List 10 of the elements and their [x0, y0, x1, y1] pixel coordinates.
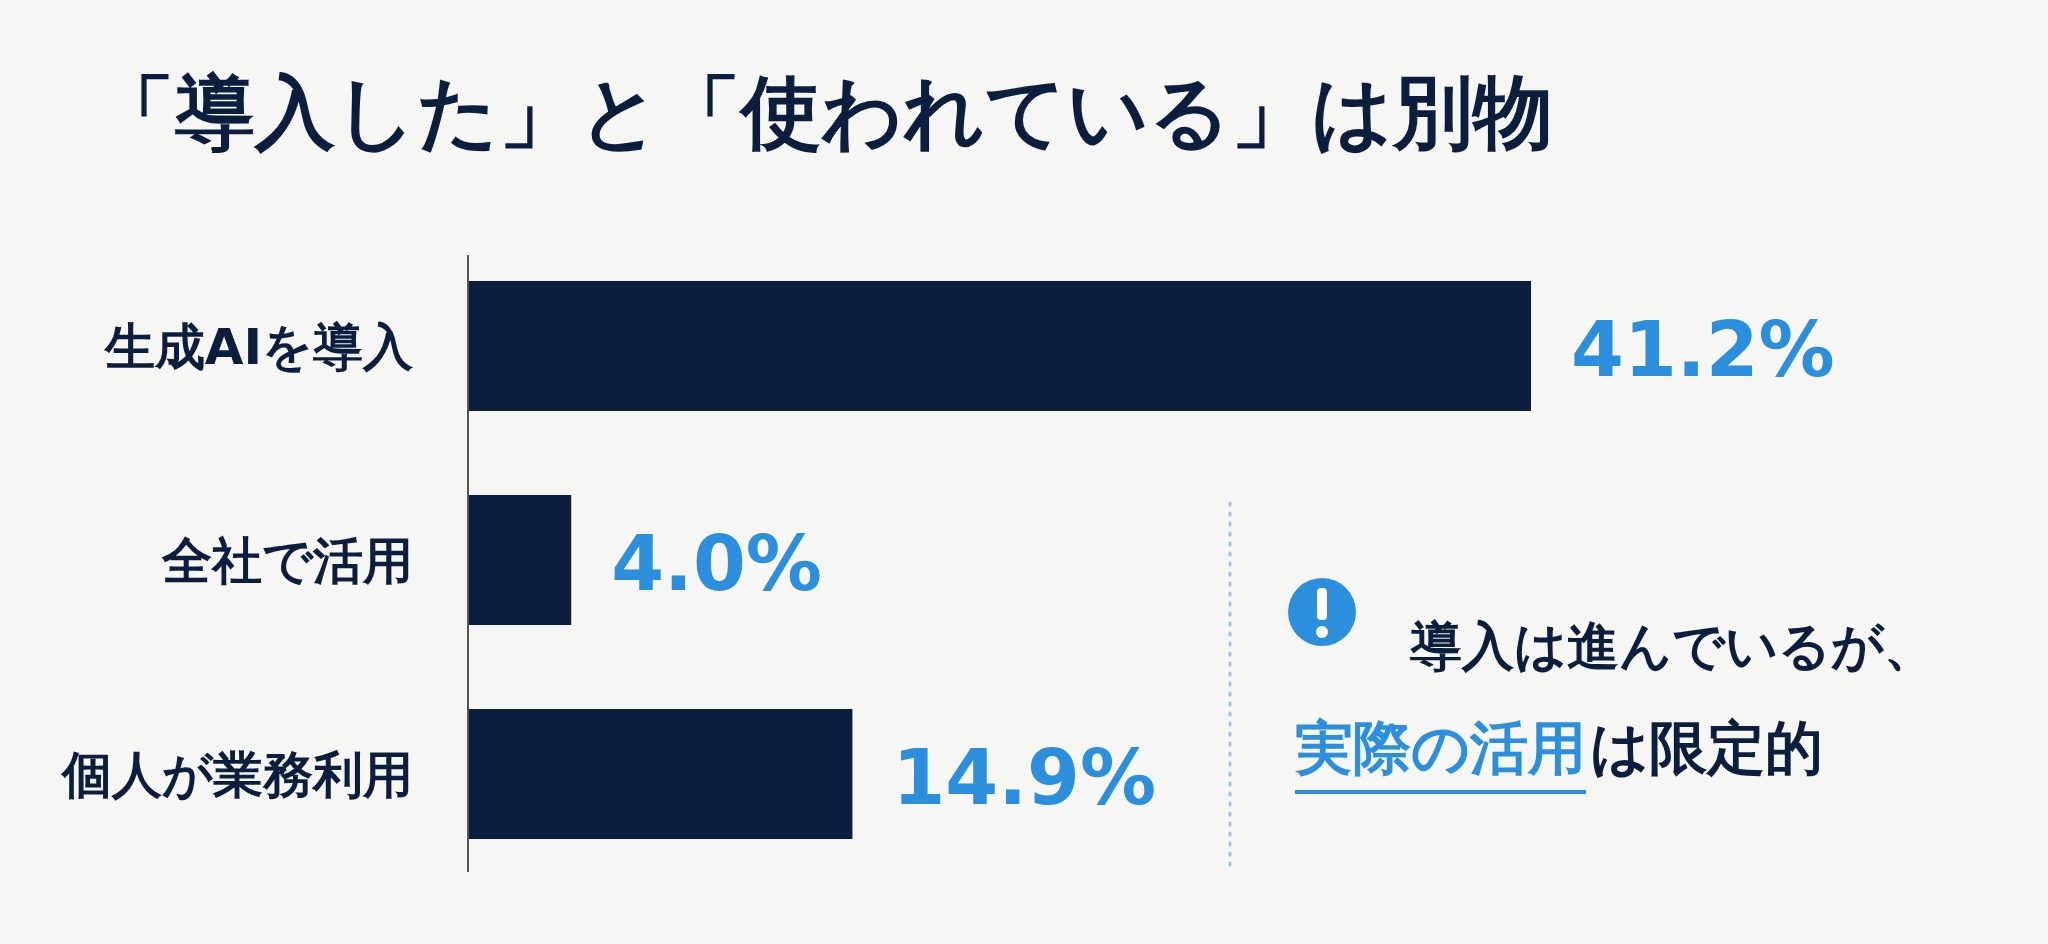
annotation: 実際の活用 — [1294, 714, 1586, 782]
data-label: 14.9% — [892, 733, 1157, 822]
y-tick-label: 全社で活用 — [161, 532, 413, 590]
title: 「導入した」と「使われている」は別物 — [95, 66, 1553, 159]
y-tick-label: 生成AIを導入 — [102, 318, 414, 376]
y-tick-label: 個人が業務利用 — [60, 746, 413, 804]
data-label: 4.0% — [611, 519, 822, 608]
annotation: 導入は進んでいるが、 — [1409, 616, 1936, 676]
text: は限定的 — [1590, 714, 1823, 782]
data-label: 41.2% — [1571, 305, 1835, 394]
